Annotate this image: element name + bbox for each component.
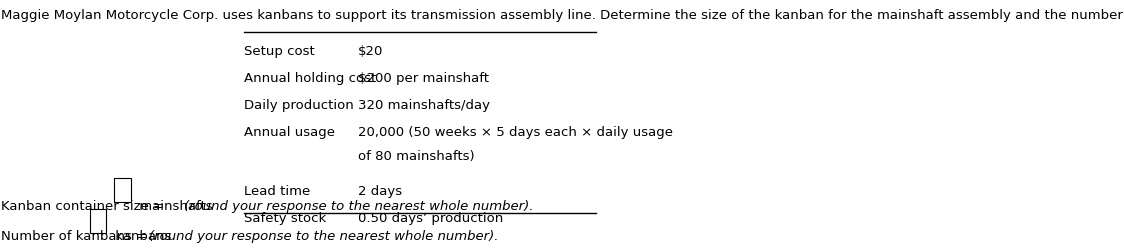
- Text: 2 days: 2 days: [357, 185, 401, 198]
- Text: kanbans: kanbans: [111, 230, 175, 244]
- FancyBboxPatch shape: [115, 178, 130, 202]
- Text: mainshafts: mainshafts: [135, 200, 217, 213]
- Text: 0.50 days’ production: 0.50 days’ production: [357, 212, 502, 225]
- Text: $20: $20: [357, 45, 383, 58]
- Text: (round your response to the nearest whole number).: (round your response to the nearest whol…: [149, 230, 498, 244]
- Text: Maggie Moylan Motorcycle Corp. uses kanbans to support its transmission assembly: Maggie Moylan Motorcycle Corp. uses kanb…: [1, 9, 1124, 22]
- Text: 20,000 (50 weeks × 5 days each × daily usage: 20,000 (50 weeks × 5 days each × daily u…: [357, 126, 672, 139]
- Text: (round your response to the nearest whole number).: (round your response to the nearest whol…: [183, 200, 533, 213]
- Text: $200 per mainshaft: $200 per mainshaft: [357, 72, 489, 85]
- Text: Kanban container size =: Kanban container size =: [1, 200, 169, 213]
- Text: of 80 mainshafts): of 80 mainshafts): [357, 150, 474, 163]
- Text: Lead time: Lead time: [244, 185, 310, 198]
- Text: Annual usage: Annual usage: [244, 126, 335, 139]
- Text: Number of kanbans =: Number of kanbans =: [1, 230, 152, 244]
- Text: 320 mainshafts/day: 320 mainshafts/day: [357, 99, 490, 112]
- Text: Daily production: Daily production: [244, 99, 353, 112]
- Text: Safety stock: Safety stock: [244, 212, 326, 225]
- FancyBboxPatch shape: [90, 209, 107, 233]
- Text: Setup cost: Setup cost: [244, 45, 315, 58]
- Text: Annual holding cost: Annual holding cost: [244, 72, 375, 85]
